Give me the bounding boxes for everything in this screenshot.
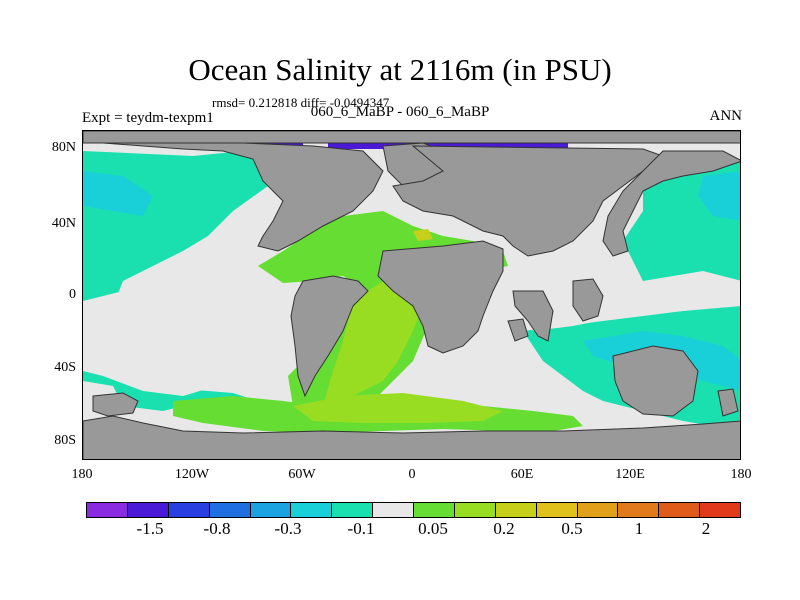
page-title: Ocean Salinity at 2116m (in PSU) xyxy=(188,52,612,87)
land-south-america xyxy=(290,275,369,398)
colorbar-swatch xyxy=(700,503,740,517)
colorbar-swatch xyxy=(332,503,374,517)
neutral-pacific xyxy=(103,211,298,406)
colorbar-label: 1 xyxy=(634,519,644,538)
lon-tick-60w: 60W xyxy=(288,467,316,482)
colorbar-swatch xyxy=(209,503,251,517)
land-india xyxy=(512,290,554,342)
land-new-zealand xyxy=(717,388,739,417)
colorbar-label: 0.5 xyxy=(561,519,583,538)
colorbar-swatch xyxy=(373,503,414,517)
colorbar-label: -0.8 xyxy=(203,519,231,538)
land-antarctic-peninsula xyxy=(92,392,139,417)
stats-label: rmsd= 0.212818 diff= -0.0494347 xyxy=(212,95,390,110)
colorbar-label: 0.2 xyxy=(493,519,515,538)
colorbar-label: -0.1 xyxy=(347,519,375,538)
colorbar-swatch xyxy=(536,503,578,517)
land-australia xyxy=(612,345,699,417)
region-med-yellow xyxy=(413,229,433,241)
land-madagascar xyxy=(507,318,529,342)
region-southern-yellowgreen xyxy=(293,393,503,423)
lat-tick-80n: 80N xyxy=(51,140,76,155)
land-eurasia xyxy=(392,145,665,257)
region-atlantic-yellowgreen xyxy=(323,271,428,406)
land-asia-east xyxy=(602,150,740,257)
land-masses xyxy=(83,131,740,459)
lon-tick-120e: 120E xyxy=(615,467,645,482)
colorbar-swatch xyxy=(291,503,333,517)
salinity-map xyxy=(83,131,740,459)
colorbar-swatch xyxy=(454,503,496,517)
lat-tick-40n: 40N xyxy=(51,216,76,231)
colorbar-swatch xyxy=(168,503,210,517)
land-africa xyxy=(377,240,504,354)
lon-tick-120w: 120W xyxy=(174,467,210,482)
land-southeast-asia xyxy=(572,278,604,322)
lon-tick-60e: 60E xyxy=(510,467,534,482)
colorbar-swatch xyxy=(414,503,455,517)
colorbar-label: -1.5 xyxy=(136,519,164,538)
comparison-label: 060_6_MaBP - 060_6_MaBP xyxy=(310,104,490,120)
lat-tick-80s: 80S xyxy=(54,433,76,448)
colorbar-swatch xyxy=(495,503,537,517)
colorbar-label: -0.3 xyxy=(274,519,302,538)
colorbar-swatch xyxy=(659,503,701,517)
colorbar-label: 2 xyxy=(701,519,711,538)
map-frame xyxy=(82,130,741,460)
colorbar-swatch xyxy=(87,503,128,517)
land-north-america xyxy=(83,131,740,144)
region-arctic-purple-2 xyxy=(328,139,568,149)
lon-tick-180w: 180 xyxy=(71,467,93,482)
region-northwest xyxy=(83,171,153,216)
colorbar-label: 0.05 xyxy=(418,519,448,538)
colorbar-swatch xyxy=(618,503,660,517)
land-antarctica xyxy=(83,415,740,459)
region-northeast xyxy=(698,171,740,221)
experiment-label: Expt = teydm-texpm1 xyxy=(82,110,214,126)
season-label: ANN xyxy=(709,108,743,124)
land-na-west xyxy=(102,142,384,252)
lat-tick-0: 0 xyxy=(69,287,76,302)
neutral-indian xyxy=(523,271,740,331)
colorbar-swatch xyxy=(577,503,619,517)
colorbar-swatch xyxy=(127,503,169,517)
lon-tick-0: 0 xyxy=(408,467,416,482)
colorbar-swatch xyxy=(250,503,292,517)
lat-tick-40s: 40S xyxy=(54,360,76,375)
lon-tick-180e: 180 xyxy=(730,467,752,482)
colorbar xyxy=(86,502,741,518)
